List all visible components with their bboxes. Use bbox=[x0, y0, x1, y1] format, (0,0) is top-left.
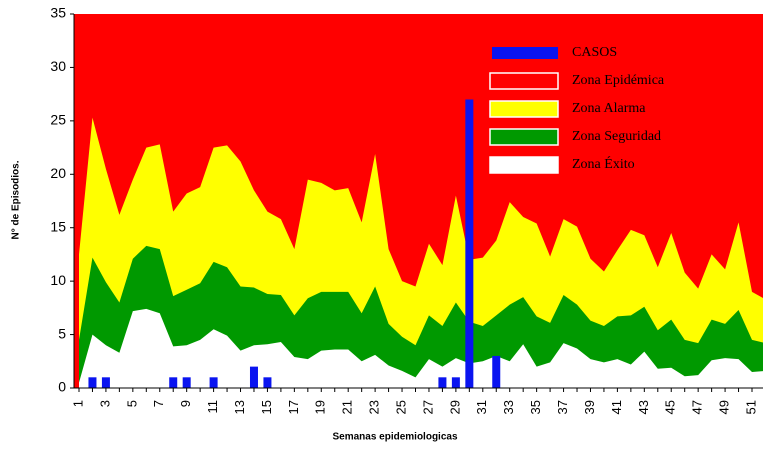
y-tick-label: 25 bbox=[50, 112, 66, 128]
x-tick-label: 15 bbox=[259, 400, 274, 414]
x-tick-label: 31 bbox=[474, 400, 489, 414]
y-tick-label: 20 bbox=[50, 165, 66, 181]
case-bar bbox=[249, 366, 258, 388]
y-tick-label: 30 bbox=[50, 58, 66, 74]
x-tick-label: 37 bbox=[555, 400, 570, 414]
legend-label: CASOS bbox=[572, 45, 617, 60]
x-tick-label: 19 bbox=[313, 400, 328, 414]
x-tick-label: 41 bbox=[609, 400, 624, 414]
case-bar bbox=[465, 99, 474, 388]
legend-swatch bbox=[489, 156, 559, 174]
case-bar bbox=[169, 377, 178, 388]
x-tick-label: 49 bbox=[717, 400, 732, 414]
x-tick-label: 11 bbox=[205, 400, 220, 414]
x-tick-label: 23 bbox=[367, 400, 382, 414]
x-tick-label: 51 bbox=[743, 400, 758, 414]
y-tick-label: 5 bbox=[58, 325, 66, 341]
x-tick-label: 45 bbox=[663, 400, 678, 414]
legend-label: Zona Seguridad bbox=[572, 129, 661, 144]
legend-label: Zona Alarma bbox=[572, 101, 646, 116]
legend-swatch bbox=[492, 47, 558, 59]
y-axis-label: N° de Episodios. bbox=[11, 160, 22, 239]
x-tick-label: 17 bbox=[286, 400, 301, 414]
x-tick-label: 35 bbox=[528, 400, 543, 414]
x-tick-label: 3 bbox=[97, 400, 112, 407]
x-tick-label: 39 bbox=[582, 400, 597, 414]
x-tick-label: 25 bbox=[393, 400, 408, 414]
x-tick-label: 21 bbox=[340, 400, 355, 414]
legend-swatch bbox=[489, 100, 559, 118]
case-bar bbox=[438, 377, 447, 388]
case-bar bbox=[88, 377, 97, 388]
x-tick-label: 27 bbox=[420, 400, 435, 414]
legend-swatch bbox=[489, 72, 559, 90]
case-bar bbox=[263, 377, 272, 388]
x-tick-label: 9 bbox=[178, 400, 193, 407]
legend-swatch bbox=[489, 128, 559, 146]
case-bar bbox=[492, 355, 501, 388]
y-tick-label: 35 bbox=[50, 5, 66, 21]
case-bar bbox=[451, 377, 460, 388]
legend-label: Zona Epidémica bbox=[572, 73, 665, 88]
x-axis-label: Semanas epidemiologicas bbox=[332, 432, 457, 443]
x-tick-label: 29 bbox=[447, 400, 462, 414]
y-tick-label: 0 bbox=[58, 379, 66, 395]
x-tick-label: 13 bbox=[232, 400, 247, 414]
x-tick-label: 1 bbox=[70, 400, 85, 407]
case-bar bbox=[182, 377, 191, 388]
case-bar bbox=[101, 377, 110, 388]
x-tick-label: 5 bbox=[124, 400, 139, 407]
case-bar bbox=[209, 377, 218, 388]
x-tick-label: 47 bbox=[690, 400, 705, 414]
x-tick-label: 7 bbox=[151, 400, 166, 407]
y-tick-label: 15 bbox=[50, 218, 66, 234]
y-tick-label: 10 bbox=[50, 272, 66, 288]
x-tick-label: 33 bbox=[501, 400, 516, 414]
x-tick-label: 43 bbox=[636, 400, 651, 414]
legend-label: Zona Éxito bbox=[572, 155, 635, 172]
